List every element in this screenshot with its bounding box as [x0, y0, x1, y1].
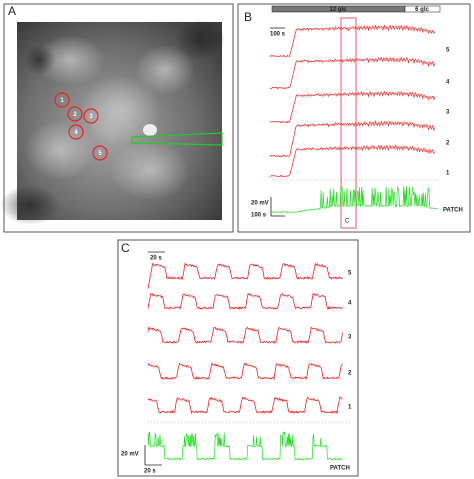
trace-label: PATCH — [330, 466, 350, 472]
calcium-trace — [147, 362, 343, 381]
panel-c-frame — [117, 239, 359, 477]
trace-label: 2 — [446, 141, 450, 147]
calcium-trace — [269, 120, 436, 158]
cell-marker — [67, 106, 83, 122]
cell-label: 5 — [98, 151, 102, 157]
panel-a-frame — [3, 3, 234, 233]
trace-label: 3 — [446, 110, 450, 116]
panel-label: B — [244, 10, 252, 24]
glucose-bar — [404, 5, 441, 13]
calcium-trace — [269, 56, 436, 90]
cell-marker — [54, 92, 70, 108]
cell-marker — [92, 145, 108, 161]
calcium-trace — [147, 396, 343, 415]
calcium-trace — [269, 144, 436, 178]
calcium-trace — [269, 90, 436, 124]
cell-marker — [83, 108, 99, 124]
cell-label: 1 — [60, 98, 64, 104]
scale-label: 100 s — [251, 213, 267, 219]
trace-label: PATCH — [443, 208, 463, 214]
calcium-trace — [147, 262, 343, 289]
patch-pipette — [131, 132, 223, 146]
scale-label: 20 mV — [121, 452, 139, 458]
calcium-trace — [147, 326, 343, 344]
patch-trace — [147, 431, 343, 461]
scale-label: 20 s — [150, 256, 162, 262]
scale-label: 100 s — [270, 32, 286, 38]
cell-label: 2 — [73, 112, 77, 118]
bar-label: 6 glc — [415, 7, 429, 13]
micrograph-texture — [0, 20, 225, 225]
cell-label: 3 — [89, 114, 93, 120]
panel-label: C — [121, 241, 130, 255]
calcium-trace — [269, 24, 436, 58]
trace-label: 2 — [348, 371, 352, 377]
trace-label: 4 — [446, 80, 450, 86]
scale-label: 20 mV — [251, 201, 269, 207]
trace-label: 1 — [446, 171, 450, 177]
trace-label: 5 — [348, 271, 352, 277]
trace-label: 5 — [446, 48, 450, 54]
cell-label: 4 — [74, 130, 78, 136]
window-label: C — [345, 219, 350, 225]
trace-label: 1 — [348, 405, 352, 411]
scale-bars — [144, 27, 285, 466]
calcium-trace — [147, 292, 343, 310]
panel-b-frame — [237, 3, 471, 233]
trace-label: 4 — [348, 301, 352, 307]
bar-label: 12 glc — [329, 7, 347, 13]
scale-label: 20 s — [144, 469, 156, 475]
panel-label: A — [8, 4, 16, 18]
trace-label: 3 — [348, 335, 352, 341]
patch-trace — [270, 185, 439, 213]
cell-marker — [68, 124, 84, 140]
